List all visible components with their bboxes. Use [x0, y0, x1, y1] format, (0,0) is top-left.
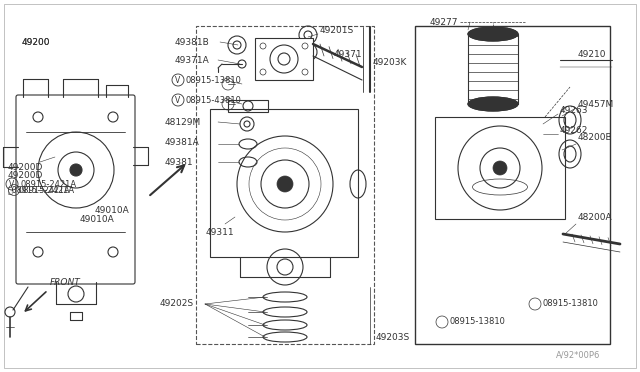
Text: 48200A: 48200A: [578, 212, 612, 221]
Text: 49210: 49210: [578, 49, 607, 58]
Text: 49263: 49263: [560, 106, 589, 115]
Text: 49010A: 49010A: [80, 215, 115, 224]
Ellipse shape: [468, 27, 518, 41]
FancyBboxPatch shape: [16, 95, 135, 284]
Text: 49381: 49381: [165, 157, 194, 167]
Text: 49200D: 49200D: [8, 170, 44, 180]
Text: V: V: [175, 96, 180, 105]
Bar: [468, 34, 518, 104]
Text: 08915-43810: 08915-43810: [186, 96, 242, 105]
Text: 08915-13810: 08915-13810: [450, 317, 506, 327]
Circle shape: [70, 164, 82, 176]
Text: 49201S: 49201S: [320, 26, 355, 35]
Bar: [196, 26, 374, 344]
Text: 49200D: 49200D: [8, 163, 44, 171]
Bar: [255, 38, 313, 80]
Text: 08915-13810: 08915-13810: [543, 299, 599, 308]
Ellipse shape: [468, 97, 518, 111]
Text: 49371A: 49371A: [175, 55, 210, 64]
Text: 49371: 49371: [334, 49, 363, 58]
Text: 49277: 49277: [430, 17, 458, 26]
Text: 08915-2421A: 08915-2421A: [18, 186, 74, 195]
Text: 49311: 49311: [206, 228, 235, 237]
Text: 49262: 49262: [560, 125, 588, 135]
Circle shape: [277, 176, 293, 192]
Text: 49381B: 49381B: [175, 38, 210, 46]
Bar: [415, 26, 610, 344]
Text: 48200B: 48200B: [578, 132, 612, 141]
Text: 49202S: 49202S: [160, 299, 194, 308]
Circle shape: [493, 161, 507, 175]
Text: FRONT: FRONT: [50, 278, 81, 287]
Text: Ⓥ08915−2421A: Ⓥ08915−2421A: [8, 186, 70, 195]
Text: 08915-13810: 08915-13810: [186, 76, 242, 84]
Text: 08915-2421A: 08915-2421A: [20, 180, 76, 189]
Text: 49381A: 49381A: [165, 138, 200, 147]
Text: 49457M: 49457M: [578, 99, 614, 109]
Text: 49203K: 49203K: [373, 58, 408, 67]
Bar: [228, 100, 268, 112]
Text: A/92*00P6: A/92*00P6: [556, 351, 600, 360]
Bar: [210, 109, 358, 257]
Text: 48129M: 48129M: [165, 118, 201, 126]
Text: V: V: [175, 76, 180, 84]
Text: 49203S: 49203S: [376, 333, 410, 341]
Text: V: V: [10, 180, 15, 189]
Text: 49200: 49200: [22, 38, 51, 46]
Bar: [435, 117, 565, 219]
Text: 49200: 49200: [22, 38, 51, 46]
Text: 49010A: 49010A: [95, 205, 130, 215]
